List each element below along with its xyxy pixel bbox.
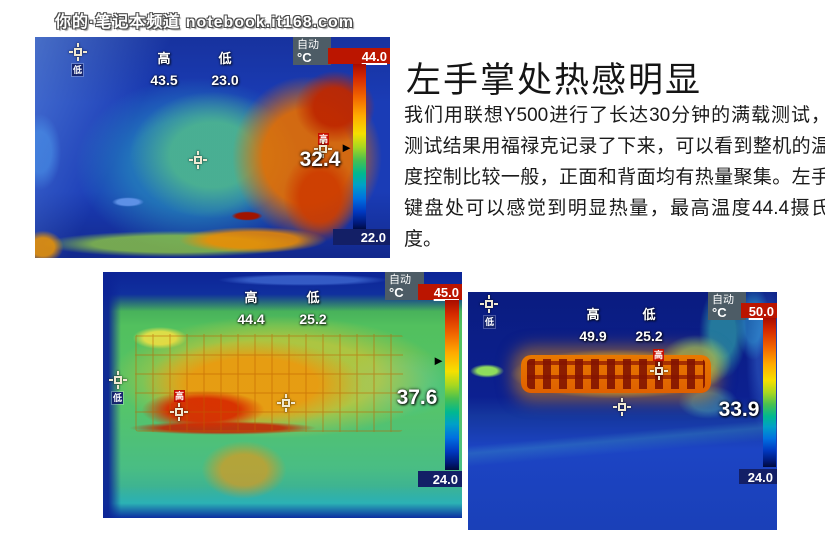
low-readout: 低 25.2 (283, 287, 343, 327)
high-label: 高 (586, 307, 600, 322)
temperature-colorbar (763, 318, 776, 467)
low-value: 25.2 (635, 328, 663, 344)
crosshair-icon (189, 151, 207, 169)
thermal-image-rear-vent: 高 49.9 低 25.2 自动 °C 50.0 ► 24.0 低 高 33.9 (468, 292, 777, 530)
scale-min-value: 22.0 (333, 229, 390, 245)
scale-min-value: 24.0 (418, 471, 462, 487)
scale-min-value: 24.0 (739, 469, 777, 485)
site-watermark: 你的·笔记本频道 notebook.it168.com (55, 14, 355, 31)
auto-mode-box: 自动 °C (708, 292, 746, 320)
hot-tag: 高 (174, 390, 185, 402)
low-readout: 低 23.0 (195, 48, 255, 88)
temperature-colorbar (353, 64, 366, 230)
hot-tag: 高 (318, 133, 329, 145)
low-label: 低 (642, 307, 656, 322)
spot-temperature: 37.6 (396, 386, 438, 409)
auto-mode-box: 自动 °C (293, 37, 331, 65)
colorbar-arrow-icon: ► (340, 140, 353, 155)
thermal-image-laptop-bottom: 高 43.5 低 23.0 自动 °C 44.0 ► 22.0 低 高 32.4 (35, 37, 390, 258)
high-readout: 高 49.9 (563, 304, 623, 344)
cold-tag: 低 (72, 64, 83, 76)
spot-temperature: 33.9 (718, 398, 760, 421)
high-readout: 高 43.5 (134, 48, 194, 88)
low-value: 23.0 (211, 72, 239, 88)
unit-label: °C (712, 305, 727, 320)
low-readout: 低 25.2 (619, 304, 679, 344)
low-value: 25.2 (299, 311, 327, 327)
scale-max-value: 45.0 (418, 284, 462, 300)
article-paragraph: 我们用联想Y500进行了长达30分钟的满载测试，测试结果用福禄克记录了下来，可以… (404, 105, 825, 250)
scale-max-value: 44.0 (328, 48, 390, 64)
high-value: 44.4 (237, 311, 265, 327)
high-label: 高 (244, 290, 258, 305)
high-value: 43.5 (150, 72, 178, 88)
unit-label: °C (297, 50, 312, 65)
crosshair-icon (69, 43, 87, 61)
auto-mode-label: 自动 (712, 294, 734, 306)
auto-mode-label: 自动 (389, 274, 411, 286)
hot-tag: 高 (653, 349, 664, 361)
unit-label: °C (389, 285, 404, 300)
cold-tag: 低 (112, 392, 123, 404)
high-readout: 高 44.4 (221, 287, 281, 327)
article-title: 左手掌处热感明显 (406, 61, 703, 100)
hot-vent-strip (521, 355, 711, 393)
crosshair-icon (277, 394, 295, 412)
thermal-image-keyboard: 高 44.4 低 25.2 自动 °C 45.0 ► 24.0 低 高 37.6 (103, 272, 462, 518)
colorbar-arrow-icon: ► (432, 353, 445, 368)
cold-tag: 低 (484, 316, 495, 328)
crosshair-icon (170, 403, 188, 421)
scale-max-value: 50.0 (741, 303, 777, 319)
low-label: 低 (218, 51, 232, 66)
crosshair-icon (650, 362, 668, 380)
low-label: 低 (306, 290, 320, 305)
crosshair-icon (613, 398, 631, 416)
colorbar-arrow-icon: ► (749, 399, 762, 414)
crosshair-icon (109, 371, 127, 389)
high-label: 高 (157, 51, 171, 66)
crosshair-icon (480, 295, 498, 313)
auto-mode-label: 自动 (297, 39, 319, 51)
temperature-colorbar (445, 300, 459, 470)
spot-temperature: 32.4 (299, 148, 341, 171)
thermal-photo-laptop-bottom (35, 37, 390, 258)
auto-mode-box: 自动 °C (385, 272, 424, 300)
crosshair-icon (314, 140, 332, 158)
thermal-photo-keyboard (103, 272, 462, 518)
high-value: 49.9 (579, 328, 607, 344)
